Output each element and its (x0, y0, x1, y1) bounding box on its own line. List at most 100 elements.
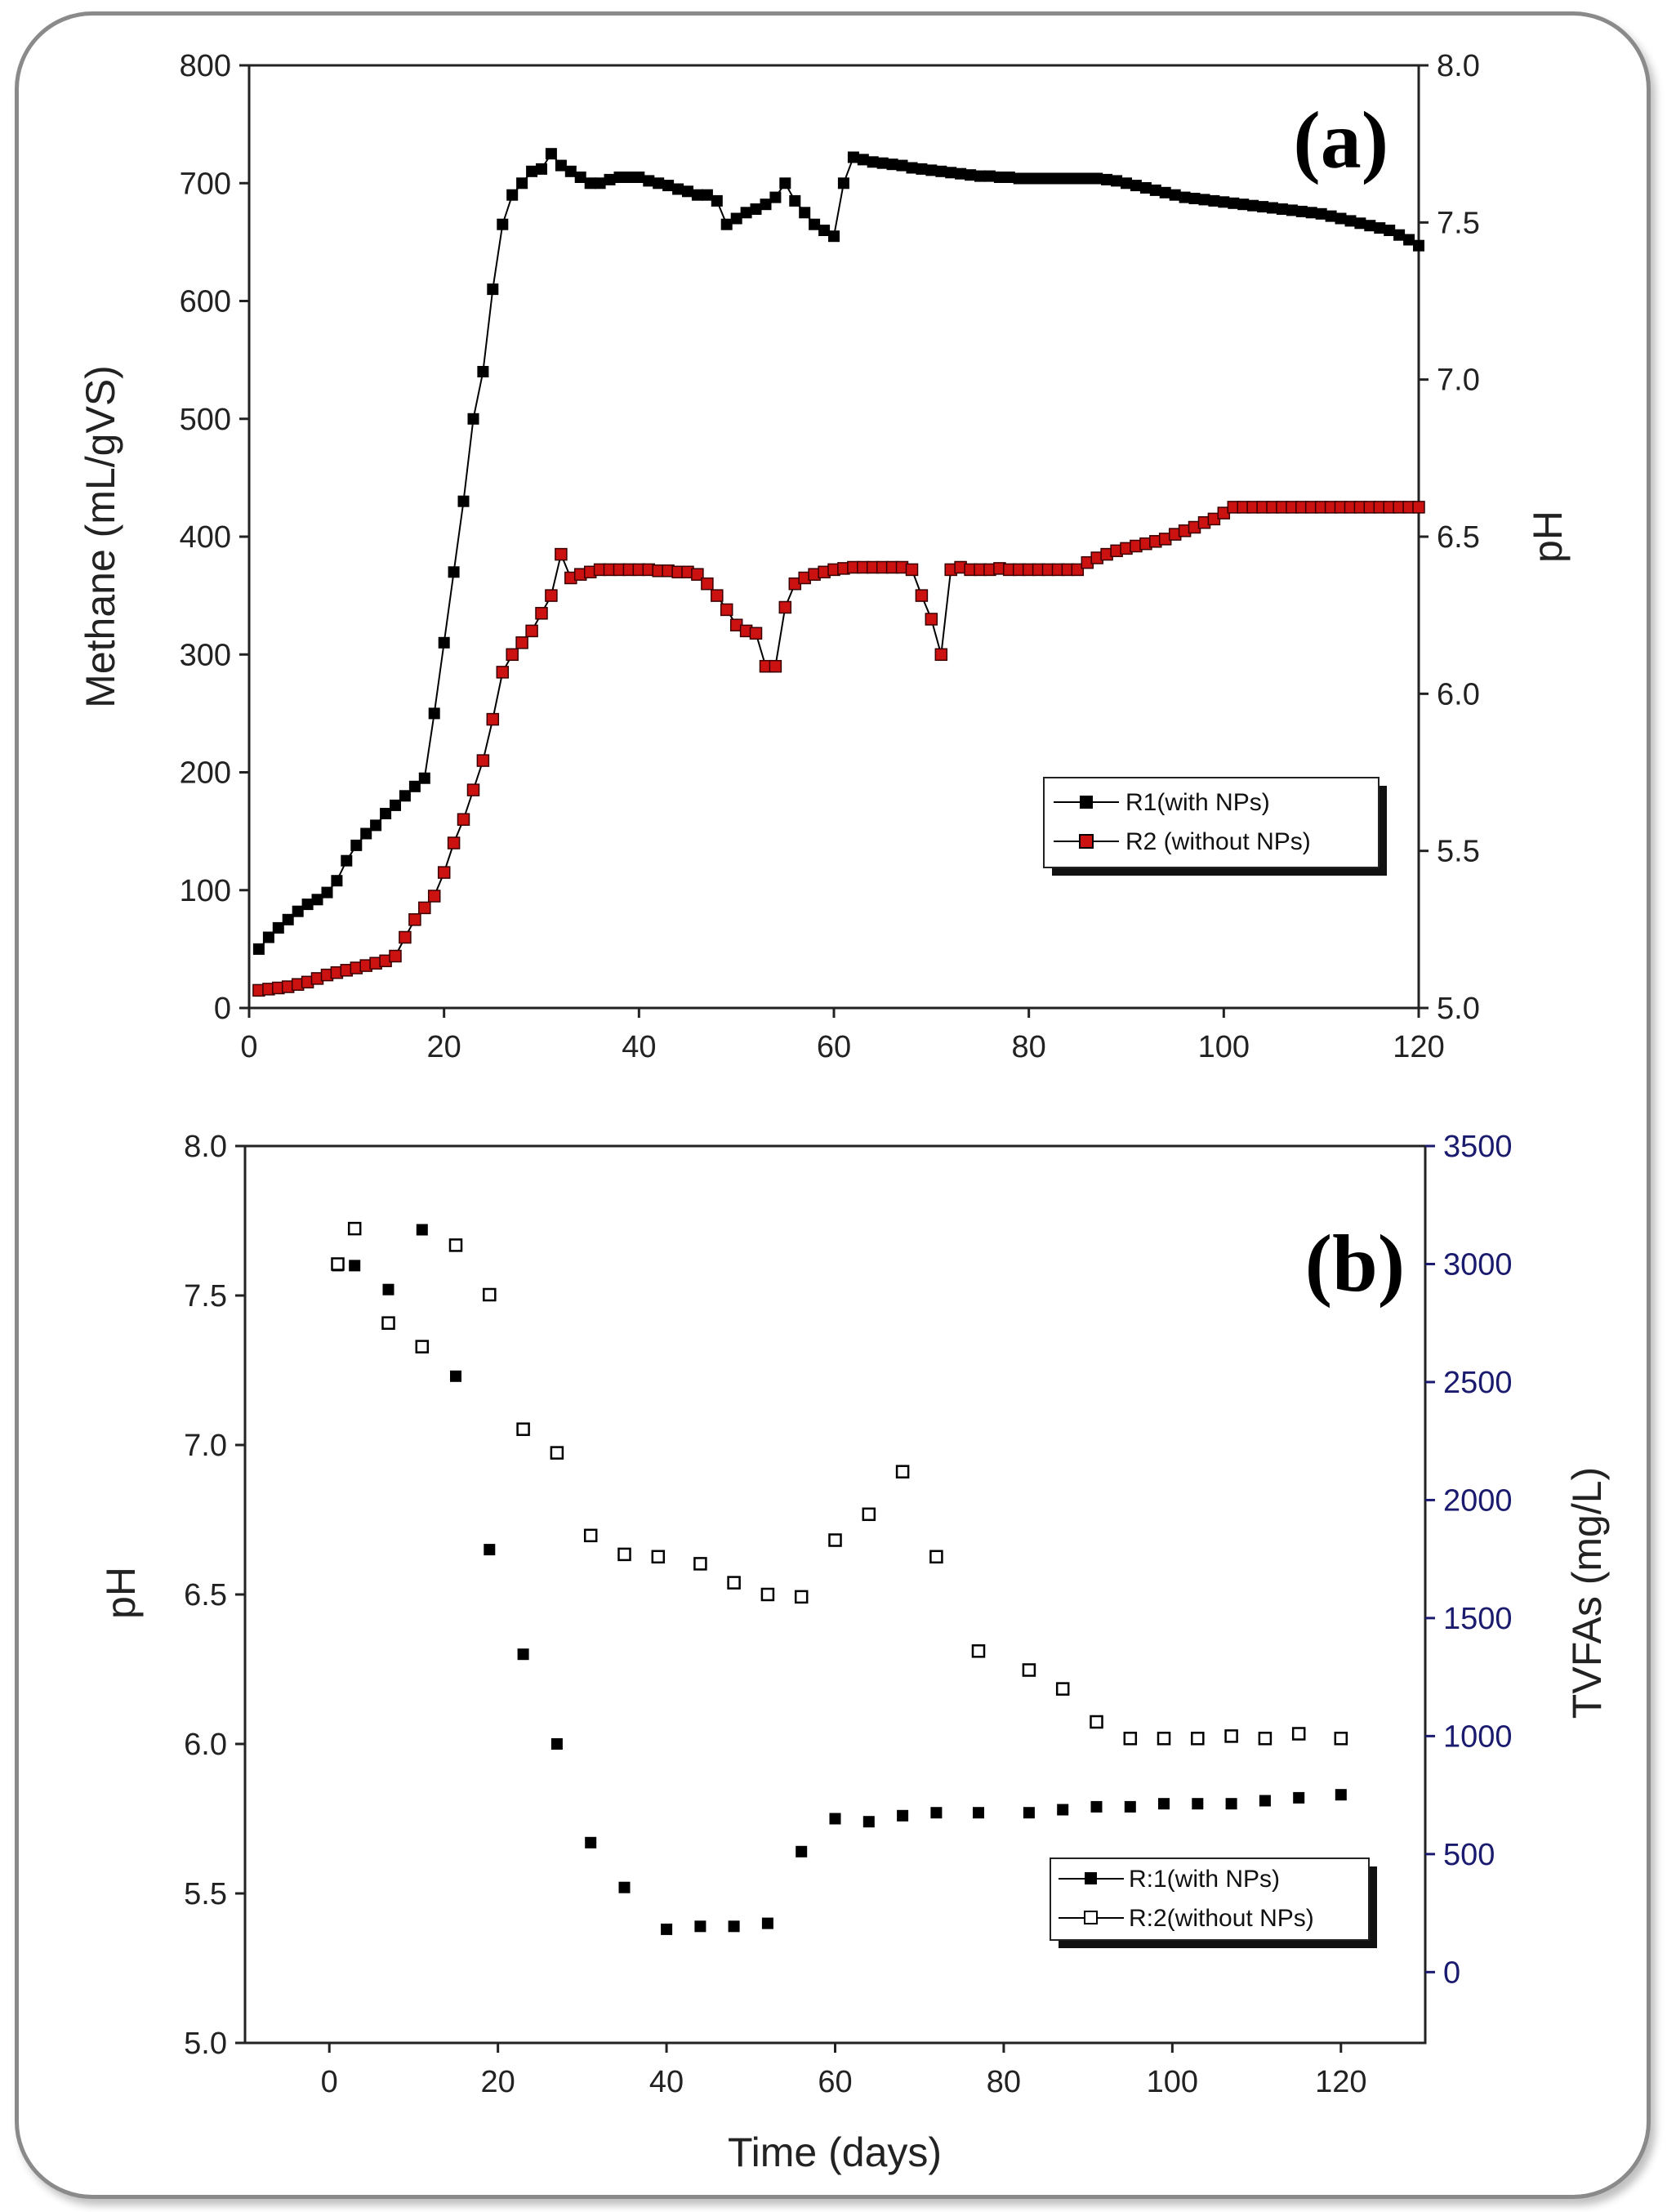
b-point-r1 (728, 1920, 740, 1933)
b-point-r2 (381, 1316, 395, 1330)
a-ytick-label: 200 (180, 756, 231, 791)
a-point-r1 (252, 943, 265, 955)
a-point-r1 (799, 207, 811, 219)
a-point-r2 (691, 568, 704, 581)
a-point-r1 (399, 790, 411, 802)
a-point-r1 (418, 772, 430, 784)
a-point-r1 (262, 931, 274, 943)
a-point-r1 (272, 921, 284, 934)
b-point-r1 (416, 1224, 428, 1236)
a-point-r2 (447, 836, 461, 850)
a-point-r1 (662, 180, 675, 192)
b-point-r2 (448, 1238, 463, 1252)
a-point-r2 (399, 930, 412, 944)
b-ytick-right-label: 500 (1443, 1838, 1495, 1872)
a-point-r1 (487, 283, 499, 296)
a-ytick-right-label: 8.0 (1437, 49, 1480, 83)
a-ytick-label: 700 (180, 167, 231, 201)
a-point-r1 (341, 854, 353, 867)
a-point-r2 (778, 600, 792, 614)
panel-a: 0 20 40 60 80 100 120 0 100 200 300 400 500 600 700 800… (78, 49, 1571, 1064)
a-point-r2 (525, 624, 538, 638)
a-point-r1 (506, 189, 519, 201)
b-point-r2 (550, 1446, 564, 1460)
b-point-r2 (971, 1644, 986, 1658)
b-ytick-label: 7.0 (184, 1429, 227, 1463)
a-point-r1 (574, 172, 586, 183)
b-point-r2 (727, 1576, 741, 1590)
b-point-r2 (651, 1550, 666, 1564)
a-point-r2 (476, 754, 490, 767)
legend-b-r2-marker (1084, 1911, 1098, 1924)
a-xtick-label: 80 (1012, 1030, 1046, 1064)
b-point-r1 (1158, 1798, 1170, 1810)
a-point-r1 (1374, 222, 1386, 234)
a-point-r1 (1286, 204, 1298, 216)
a-xtick-label: 20 (427, 1030, 461, 1064)
a-point-r1 (809, 218, 821, 230)
a-point-r1 (526, 165, 538, 177)
b-point-r2 (794, 1590, 809, 1604)
a-point-r1 (955, 167, 967, 180)
a-point-r1 (1159, 186, 1171, 198)
b-point-r2 (516, 1422, 530, 1436)
a-point-r1 (876, 157, 889, 169)
a-point-r1 (594, 177, 606, 190)
panel-b-ylabel-left: pH (98, 1567, 144, 1619)
a-point-r1 (896, 159, 908, 172)
legend-a-r2-label: R2 (without NPs) (1125, 828, 1311, 855)
panel-a-ylabel-left: Methane (mL/gVS) (78, 365, 123, 708)
a-point-r1 (1198, 194, 1210, 206)
b-point-r1 (349, 1260, 361, 1272)
a-point-r1 (916, 163, 928, 175)
a-point-r1 (1188, 193, 1201, 204)
a-series-line-r2 (258, 506, 1419, 992)
a-point-r1 (837, 177, 849, 190)
a-point-r1 (536, 163, 547, 175)
a-point-r2 (389, 949, 402, 963)
a-xtick-label: 100 (1198, 1030, 1250, 1064)
a-point-r1 (1364, 220, 1376, 232)
a-point-r1 (1130, 180, 1142, 192)
b-point-r2 (1191, 1732, 1205, 1746)
b-point-r1 (484, 1544, 496, 1556)
a-point-r1 (1052, 172, 1064, 185)
a-point-r1 (993, 172, 1005, 183)
a-ytick-label: 100 (180, 874, 231, 908)
a-point-r1 (311, 894, 323, 906)
a-ytick-right-label: 5.5 (1437, 835, 1480, 869)
a-point-r2 (749, 627, 763, 640)
a-point-r1 (282, 913, 294, 925)
a-point-r1 (516, 177, 528, 190)
b-xtick-label: 80 (987, 2065, 1021, 2099)
a-ytick-right-label: 5.0 (1437, 992, 1480, 1026)
a-point-r1 (1247, 199, 1259, 212)
a-point-r2 (457, 813, 470, 826)
figure-frame (15, 11, 1651, 2199)
a-point-r1 (1179, 191, 1191, 203)
b-point-r2 (483, 1287, 497, 1302)
b-point-r2 (828, 1533, 842, 1547)
a-point-r2 (545, 589, 558, 602)
a-xtick-label: 60 (817, 1030, 851, 1064)
a-point-r2 (427, 890, 441, 903)
a-ytick-right-label: 6.0 (1437, 677, 1480, 711)
a-point-r1 (408, 780, 421, 792)
b-point-r1 (517, 1648, 529, 1661)
a-point-r1 (1403, 234, 1415, 246)
a-point-r1 (1042, 172, 1054, 185)
panel-b-legend-box (1050, 1857, 1370, 1941)
a-point-r2 (905, 563, 919, 577)
b-ytick-right-label: 3500 (1443, 1130, 1513, 1164)
b-point-r2 (347, 1221, 362, 1236)
a-point-r1 (1393, 229, 1406, 241)
a-point-r2 (496, 666, 510, 679)
a-point-r1 (1062, 172, 1074, 185)
a-point-r1 (497, 218, 509, 230)
b-point-r1 (761, 1917, 773, 1929)
b-xtick-label: 100 (1147, 2065, 1198, 2099)
a-point-r1 (438, 636, 450, 649)
b-ytick-right-label: 2000 (1443, 1483, 1513, 1518)
a-point-r1 (1237, 198, 1250, 211)
b-ytick-label: 8.0 (184, 1130, 227, 1164)
